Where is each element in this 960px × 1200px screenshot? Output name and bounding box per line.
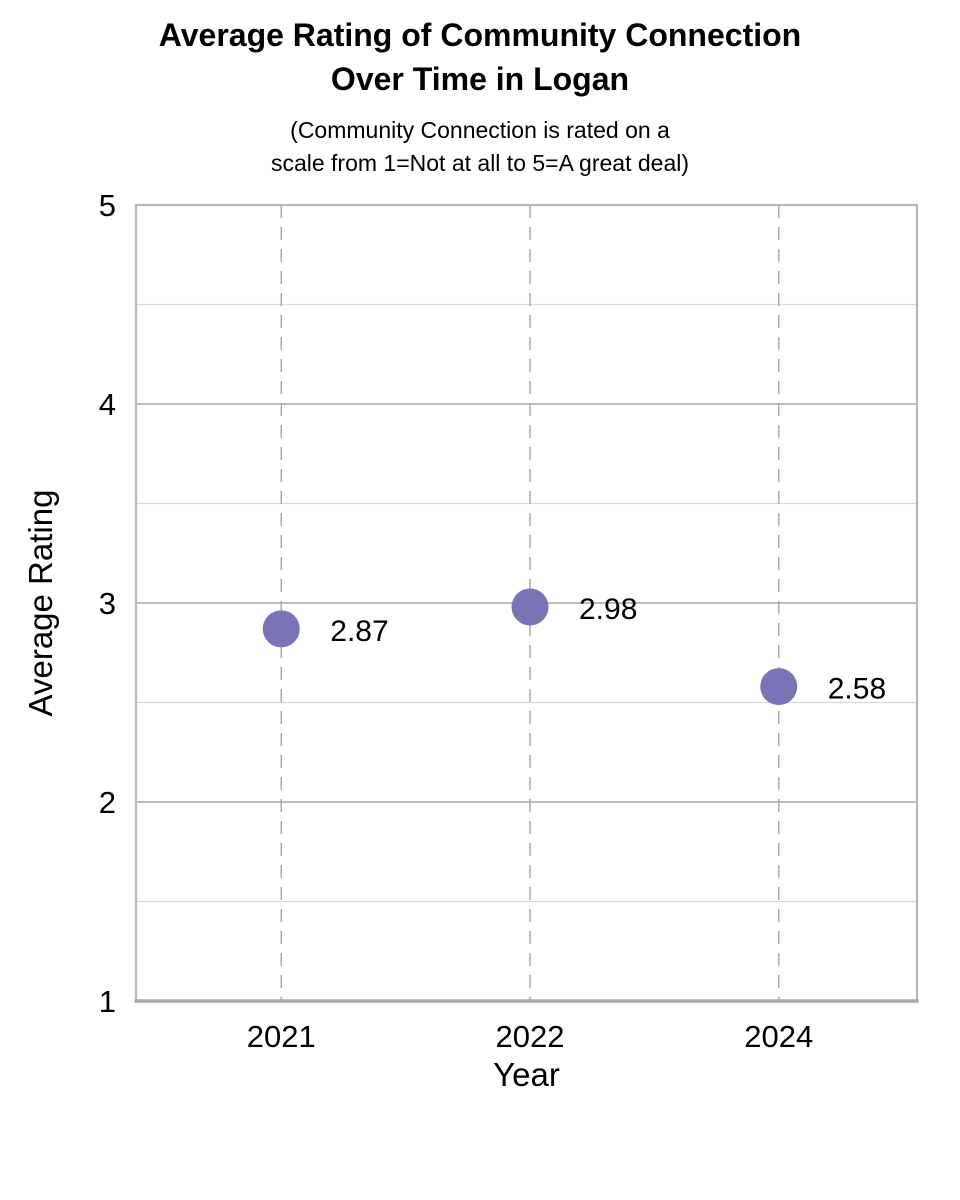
data-point-label: 2.58 <box>828 673 886 706</box>
chart-title-line1: Average Rating of Community Connection <box>158 17 802 53</box>
x-tick-label: 2021 <box>247 1019 316 1054</box>
chart-subtitle-line1: (Community Connection is rated on a <box>290 117 670 143</box>
y-tick-label: 2 <box>99 785 116 820</box>
data-point-label: 2.98 <box>579 593 637 626</box>
chart-subtitle: (Community Connection is rated on a scal… <box>0 114 960 180</box>
x-tick-label: 2022 <box>496 1019 565 1054</box>
x-axis-title: Year <box>493 1056 560 1093</box>
y-tick-label: 1 <box>99 984 116 1019</box>
chart-title-line2: Over Time in Logan <box>330 61 630 97</box>
data-point <box>511 588 549 626</box>
chart-title: Average Rating of Community Connection O… <box>0 13 960 101</box>
y-tick-label: 4 <box>99 387 116 422</box>
y-tick-label: 5 <box>99 188 116 223</box>
data-point <box>760 668 798 706</box>
y-axis-title: Average Rating <box>22 490 59 717</box>
x-tick-label: 2024 <box>744 1019 813 1054</box>
data-point-label: 2.87 <box>330 615 388 648</box>
chart-subtitle-line2: scale from 1=Not at all to 5=A great dea… <box>270 150 690 176</box>
y-tick-label: 3 <box>99 586 116 621</box>
data-point <box>262 610 300 648</box>
